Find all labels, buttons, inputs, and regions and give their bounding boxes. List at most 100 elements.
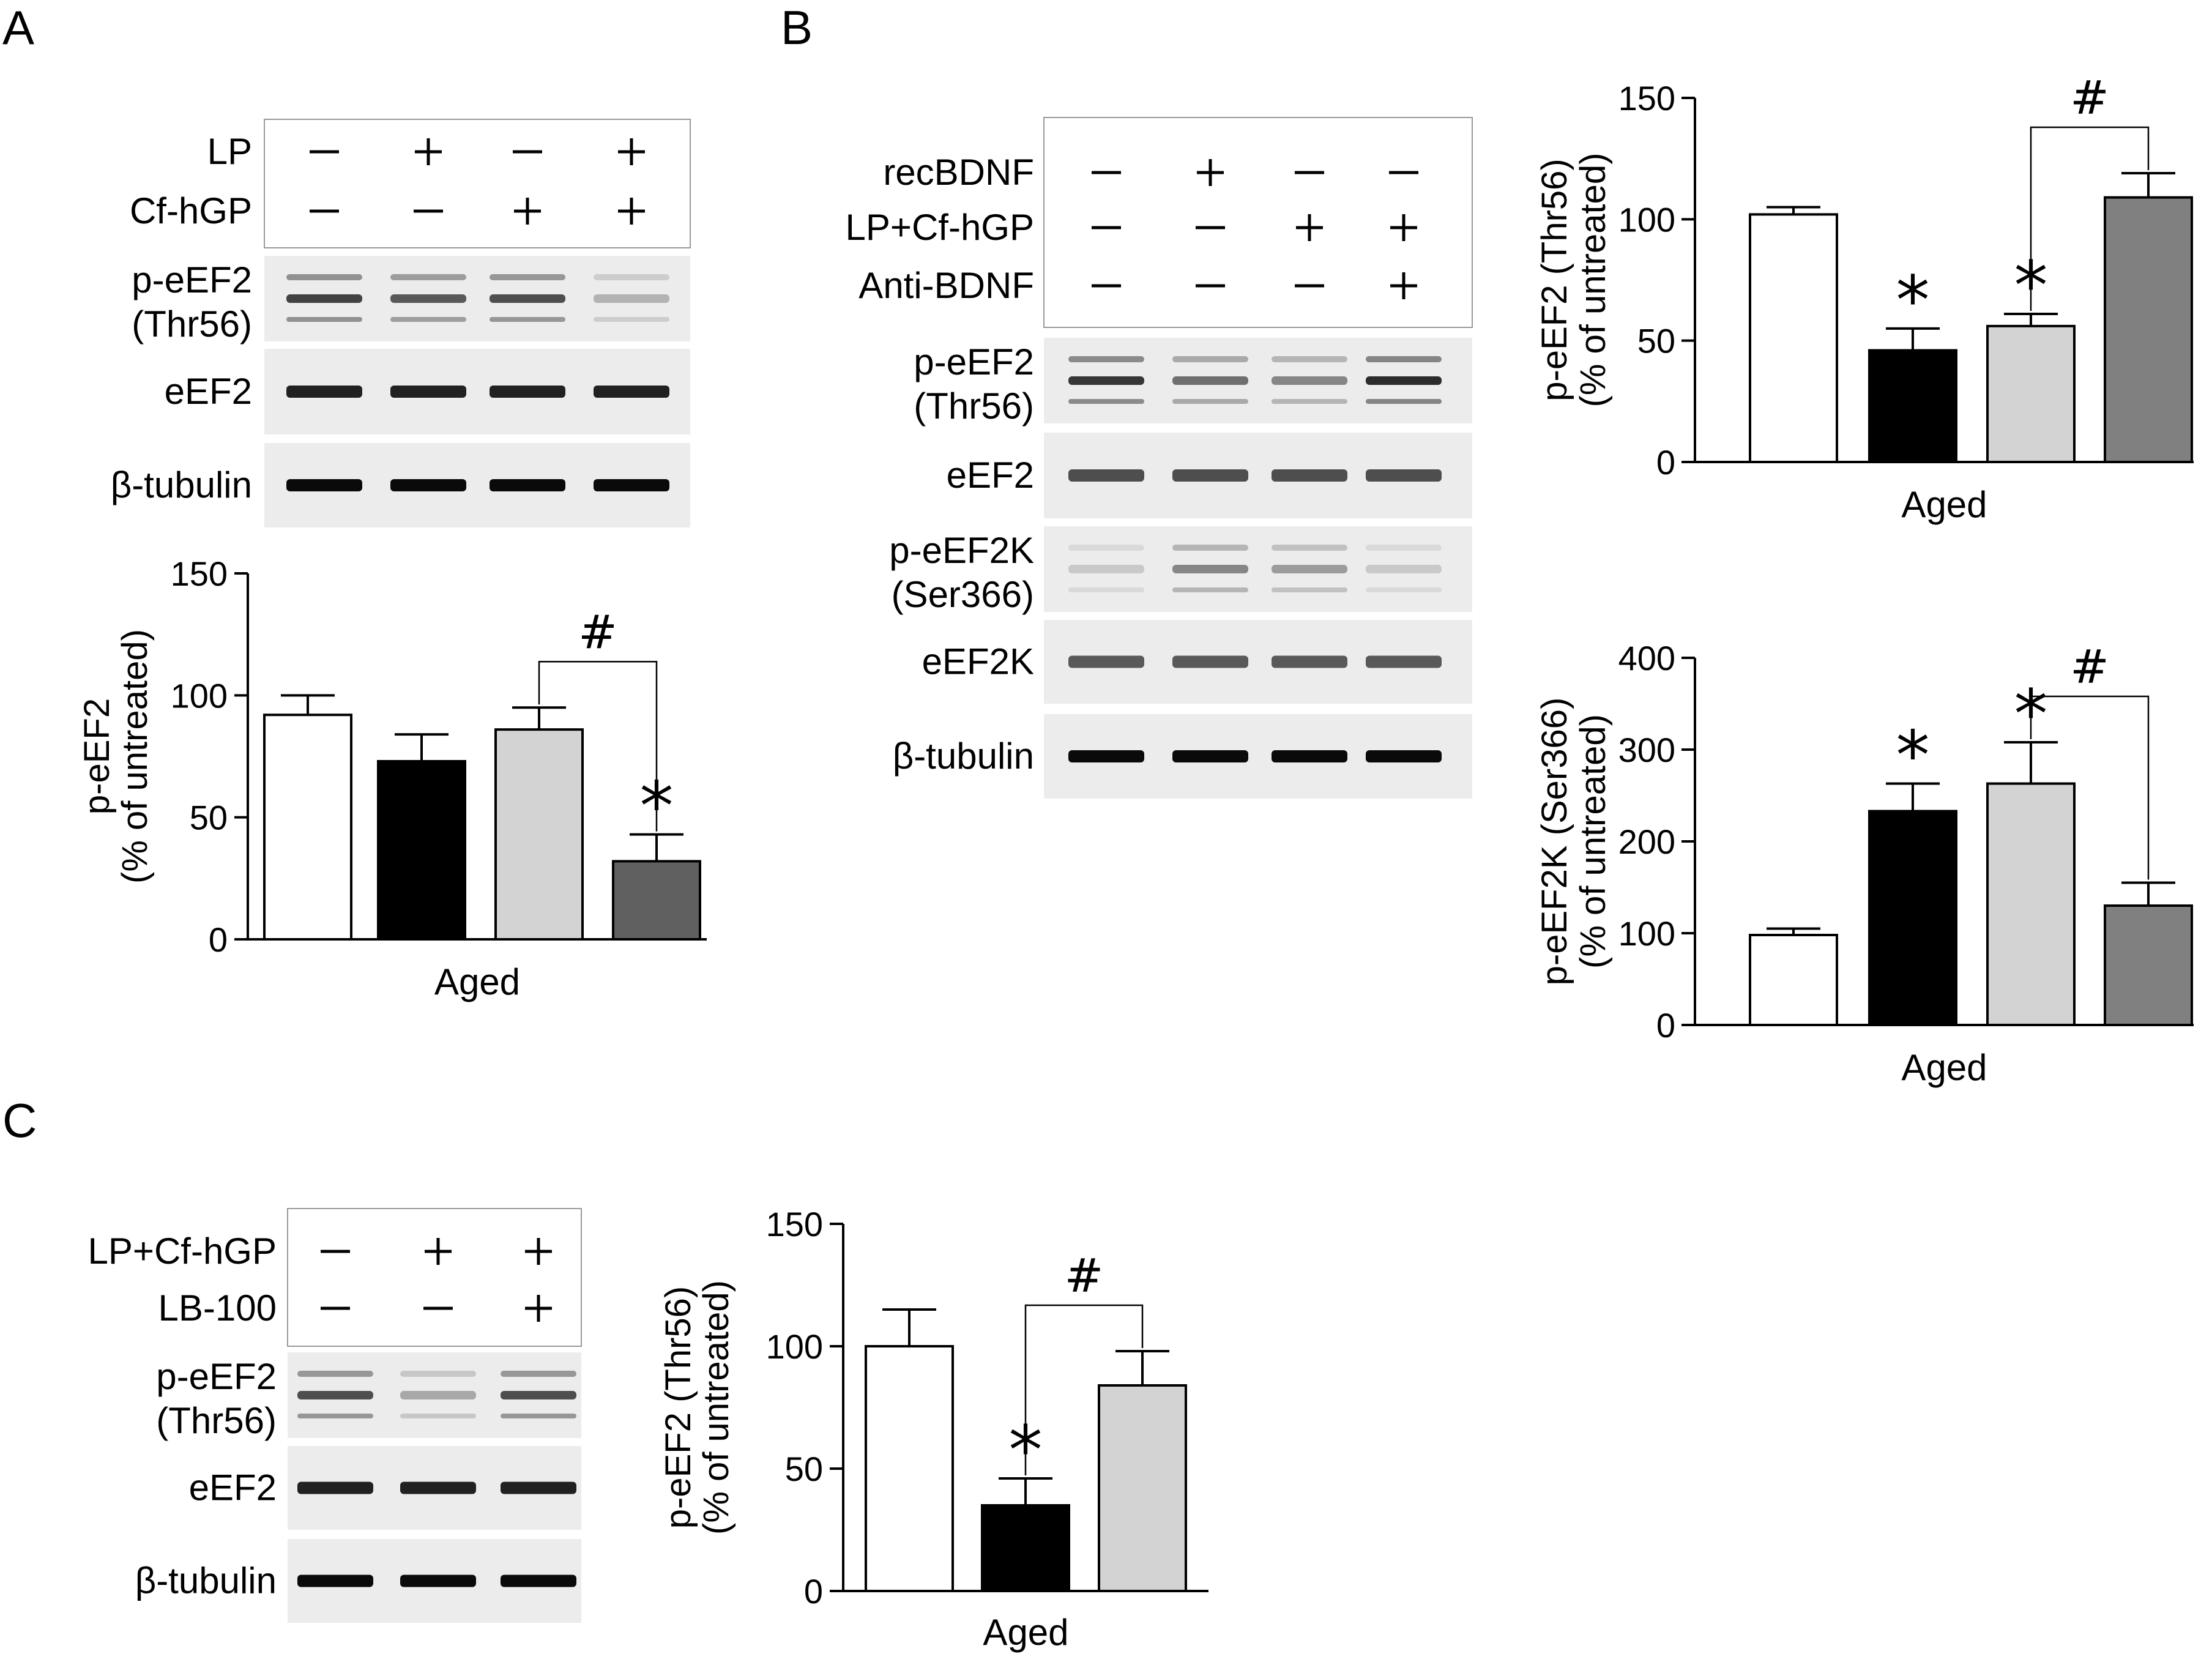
blot-band xyxy=(1272,565,1347,573)
blot-strip: eEF2 xyxy=(165,349,690,434)
blot-band xyxy=(1172,545,1248,551)
blot-band xyxy=(1366,565,1442,573)
y-tick-label: 100 xyxy=(766,1327,823,1366)
significance-hash: # xyxy=(1065,1248,1104,1303)
y-tick-label: 0 xyxy=(1656,443,1675,482)
blot-band xyxy=(594,479,669,491)
bar xyxy=(1098,1384,1187,1592)
blot-band xyxy=(1366,545,1442,551)
blot-label: p-eEF2 xyxy=(132,259,252,300)
blot-band xyxy=(297,1371,373,1377)
treatment-box xyxy=(264,119,691,248)
y-tick-label: 50 xyxy=(785,1450,823,1488)
blot-band xyxy=(1068,469,1144,482)
blot-band xyxy=(1068,750,1144,762)
blot-band xyxy=(1272,376,1347,385)
blot-band xyxy=(1172,356,1248,362)
treatment-label: LP+Cf-hGP xyxy=(88,1231,277,1272)
blot-label: p-eEF2K xyxy=(889,530,1034,571)
blot-strip: eEF2K xyxy=(922,620,1472,704)
treatment-label: LB-100 xyxy=(158,1287,277,1328)
blot-label: eEF2 xyxy=(165,371,252,412)
bar xyxy=(1986,324,2076,463)
y-tick-label: 0 xyxy=(209,920,228,959)
blot-band xyxy=(1272,469,1347,482)
bar xyxy=(1868,810,1957,1026)
blot-band xyxy=(501,1574,576,1587)
blot-band xyxy=(594,294,669,303)
blot-band xyxy=(1272,545,1347,551)
y-tick-label: 400 xyxy=(1618,639,1675,677)
blot-band xyxy=(286,274,362,280)
bar xyxy=(1749,934,1838,1026)
blot-band xyxy=(1366,469,1442,482)
blot-strip: eEF2 xyxy=(189,1446,581,1530)
blot-band xyxy=(1172,587,1248,592)
blot-band xyxy=(297,1574,373,1587)
comparison-bracket xyxy=(538,661,658,832)
blot-strip: p-eEF2(Thr56) xyxy=(156,1352,581,1441)
blot-band xyxy=(490,317,565,322)
y-tick-label: 200 xyxy=(1618,822,1675,861)
bar xyxy=(1868,349,1957,463)
blot-band xyxy=(490,274,565,280)
comparison-bracket xyxy=(2030,126,2150,311)
blot-band xyxy=(1172,399,1248,404)
blot-panel-c: LP+Cf-hGP LB-100 p-eEF2(Thr56) eEF2 β-tubuli… xyxy=(88,1208,582,1623)
blot-band xyxy=(297,1414,373,1418)
blot-band xyxy=(286,294,362,303)
blot-band xyxy=(390,386,466,398)
blot-band xyxy=(390,274,466,280)
blot-band xyxy=(400,1391,476,1399)
blot-band xyxy=(286,479,362,491)
treatment-label: recBDNF xyxy=(883,152,1034,193)
blot-band xyxy=(594,317,669,322)
treatment-label: Cf-hGP xyxy=(130,190,252,231)
blot-band xyxy=(1172,655,1248,668)
significance-star: * xyxy=(1896,261,1930,340)
blot-label: p-eEF2 xyxy=(914,341,1034,382)
blot-label: β-tubulin xyxy=(111,464,252,505)
panel-letter-a: A xyxy=(2,1,34,54)
blot-band xyxy=(1068,376,1144,385)
blot-band xyxy=(501,1391,576,1399)
y-tick-label: 100 xyxy=(1618,914,1675,953)
bar xyxy=(2104,196,2193,463)
blot-band xyxy=(1068,545,1144,551)
y-tick-label: 0 xyxy=(1656,1006,1675,1045)
blot-band xyxy=(594,386,669,398)
blot-strip: p-eEF2K(Ser366) xyxy=(889,526,1472,615)
blot-strip: β-tubulin xyxy=(111,443,690,527)
blot-strip: β-tubulin xyxy=(893,714,1472,799)
blot-label: (Thr56) xyxy=(132,304,252,345)
blot-band xyxy=(1366,587,1442,592)
y-tick-label: 50 xyxy=(190,799,228,837)
blot-band xyxy=(1366,376,1442,385)
blot-label: eEF2 xyxy=(189,1467,277,1508)
blot-band xyxy=(1068,655,1144,668)
blot-band xyxy=(1172,469,1248,482)
blot-panel-b: recBDNF LP+Cf-hGP Anti-BDNF p-eEF2(Thr56) eE… xyxy=(846,117,1473,799)
significance-hash: # xyxy=(2070,70,2109,125)
blot-band xyxy=(390,294,466,303)
blot-band xyxy=(501,1371,576,1377)
significance-star: * xyxy=(1896,717,1930,795)
blot-band xyxy=(400,1414,476,1418)
y-axis-label: (% of untreated) xyxy=(1573,153,1613,408)
blot-band xyxy=(1272,399,1347,404)
y-axis-label: (% of untreated) xyxy=(1573,714,1613,969)
x-axis-label: Aged xyxy=(983,1612,1068,1653)
blot-label: eEF2K xyxy=(922,641,1034,682)
blot-strip: eEF2 xyxy=(947,433,1472,518)
x-axis-label: Aged xyxy=(434,961,520,1002)
bar xyxy=(263,714,352,941)
blot-label: eEF2 xyxy=(947,455,1034,496)
bar xyxy=(612,860,701,941)
blot-band xyxy=(390,317,466,322)
blot-band xyxy=(400,1574,476,1587)
